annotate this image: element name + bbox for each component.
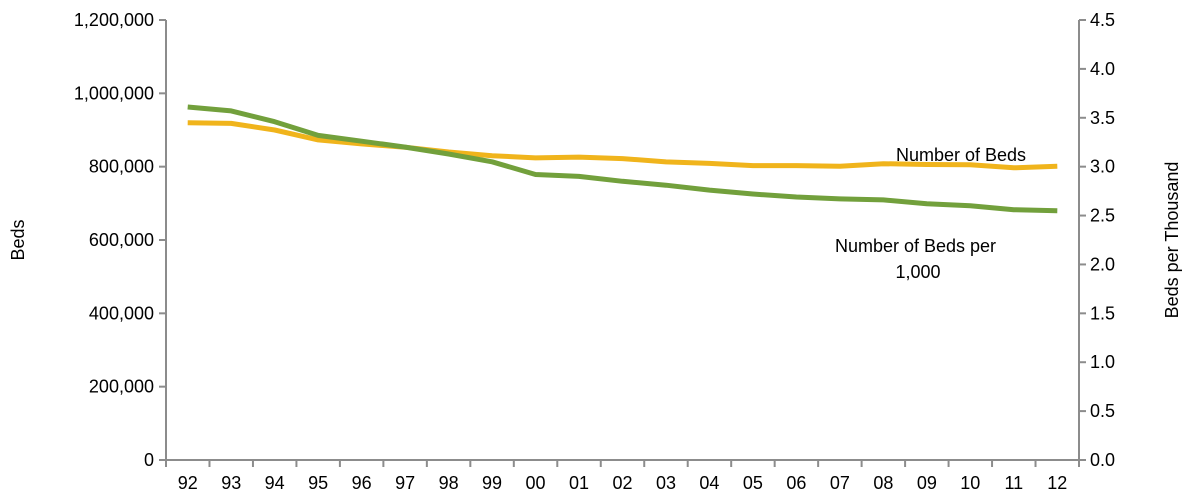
right-axis-tick-label: 0.0 [1090,450,1115,470]
series-lines [187,104,1058,214]
right-axis-tick-label: 0.5 [1090,401,1115,421]
left-axis-tick-label: 800,000 [89,157,154,177]
right-axis-title: Beds per Thousand [1162,162,1182,319]
annotation-number-of-beds-per-1000-line-1: Number of Beds per [835,236,996,256]
left-axis-tick-label: 1,200,000 [74,10,154,30]
series-line-number-of-beds-per-1-000 [187,104,1058,214]
right-axis-tick-label: 4.5 [1090,10,1115,30]
x-axis-tick-label: 11 [1004,473,1023,493]
right-axis-tick-label: 1.0 [1090,352,1115,372]
series-annotations: Number of Beds Number of Beds per 1,000 [835,145,1026,282]
x-axis-tick-label: 10 [960,473,980,493]
series-line-number-of-beds [187,120,1058,171]
x-axis-tick-label: 09 [917,473,937,493]
annotation-number-of-beds-line-1: Number of Beds [896,145,1026,165]
left-axis-tick-label: 0 [144,450,154,470]
x-axis-tick-label: 95 [308,473,328,493]
x-axis-tick-label: 99 [482,473,502,493]
right-axis-tick-label: 3.0 [1090,157,1115,177]
x-axis-tick-label: 06 [786,473,806,493]
annotation-number-of-beds: Number of Beds [896,145,1026,165]
x-axis-tick-label: 05 [743,473,763,493]
left-axis-tick-label: 400,000 [89,303,154,323]
right-axis-tick-label: 1.5 [1090,303,1115,323]
right-axis-tick-label: 2.0 [1090,254,1115,274]
x-axis-tick-label: 00 [526,473,546,493]
left-axis-ticks: 0 200,000 400,000 600,000 800,000 1,000,000 1,… [74,10,166,470]
annotation-number-of-beds-per-1000: Number of Beds per 1,000 [835,236,1001,282]
x-axis-tick-label: 92 [178,473,198,493]
right-axis-ticks: 0.0 0.5 1.0 1.5 2.0 2.5 3.0 3.5 4.0 4.5 [1079,10,1115,470]
left-axis-title: Beds [8,219,28,260]
x-axis-tick-label: 93 [221,473,241,493]
right-axis-tick-label: 3.5 [1090,108,1115,128]
x-axis-tick-label: 12 [1047,473,1067,493]
x-axis-tick-label: 04 [699,473,719,493]
left-axis-tick-label: 1,000,000 [74,83,154,103]
x-axis-tick-label: 07 [830,473,850,493]
left-axis-tick-label: 200,000 [89,377,154,397]
x-axis-tick-label: 97 [395,473,415,493]
right-axis-tick-label: 2.5 [1090,206,1115,226]
x-axis-tick-label: 01 [569,473,589,493]
x-axis-tick-label: 03 [656,473,676,493]
x-axis-tick-label: 02 [612,473,632,493]
x-axis-tick-label: 98 [439,473,459,493]
left-axis-tick-label: 600,000 [89,230,154,250]
annotation-number-of-beds-per-1000-line-2: 1,000 [895,262,940,282]
x-axis-tick-label: 08 [873,473,893,493]
x-axis-tick-label: 96 [352,473,372,493]
x-axis-ticks: 92 93 94 95 96 97 98 99 00 01 02 03 04 05 06 07 08 09 10 11… [165,460,1080,493]
x-axis-tick-label: 94 [265,473,285,493]
right-axis-tick-label: 4.0 [1090,59,1115,79]
